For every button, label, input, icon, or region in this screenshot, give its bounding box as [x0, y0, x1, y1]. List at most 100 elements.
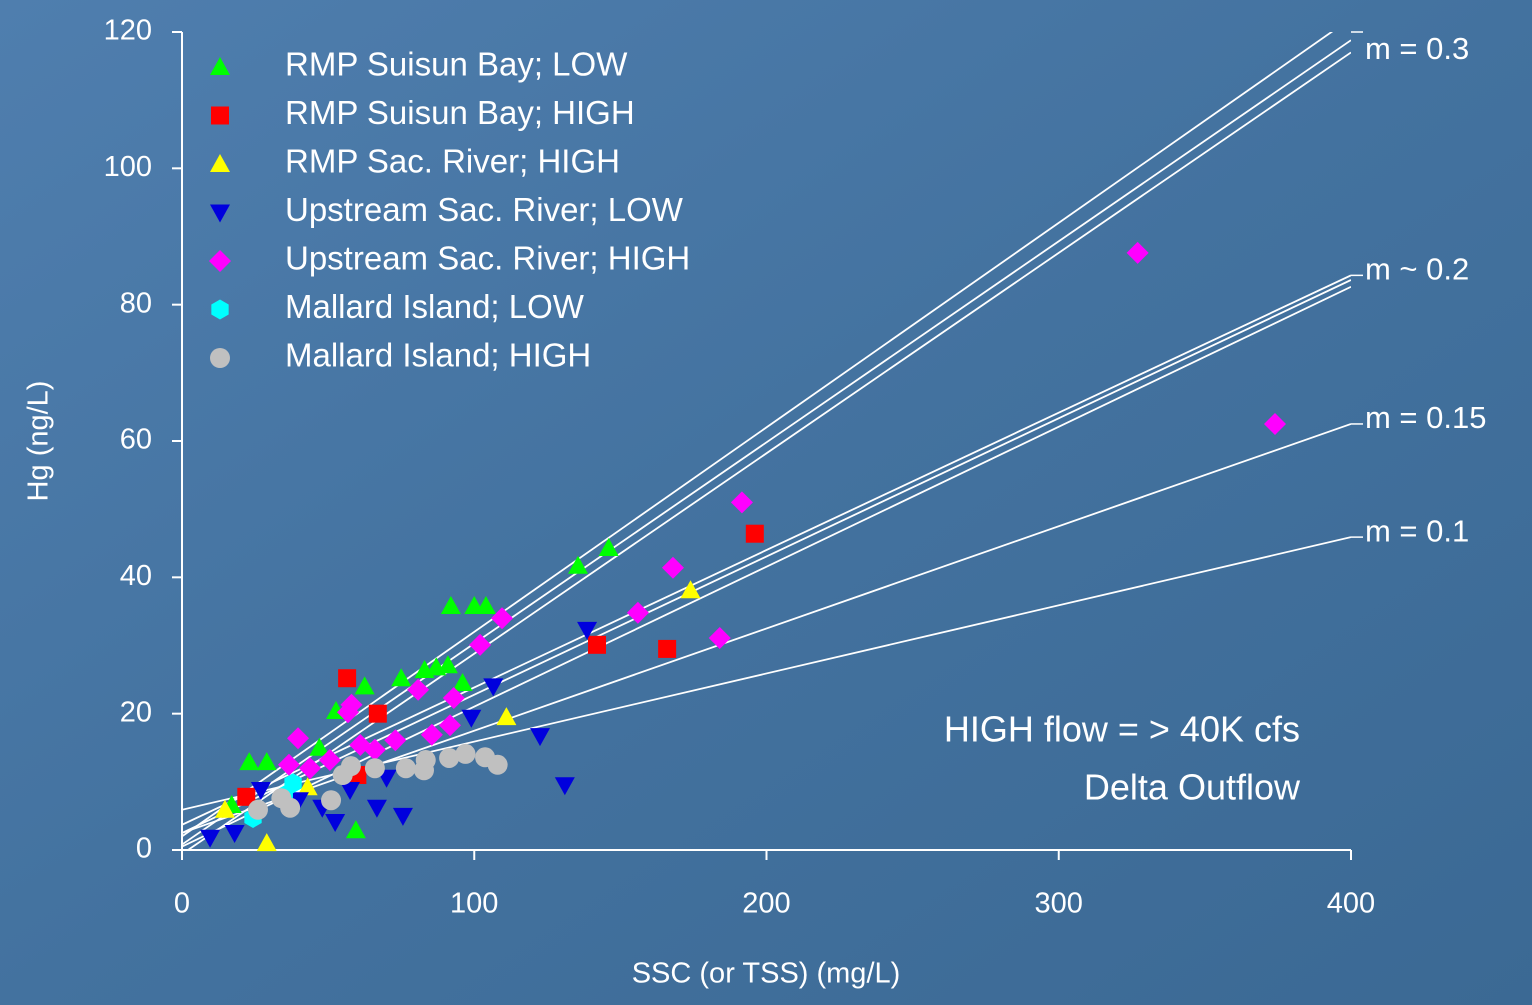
point [200, 829, 221, 848]
y-tick-label: 80 [120, 287, 152, 319]
point [587, 635, 606, 654]
point [297, 777, 318, 796]
x-tick-label: 300 [1035, 888, 1083, 920]
legend-label: RMP Suisun Bay; LOW [285, 46, 628, 83]
y-tick-label: 0 [136, 833, 152, 865]
point [440, 595, 461, 614]
legend-marker [210, 57, 230, 75]
point [239, 752, 260, 771]
point [658, 639, 677, 658]
point [420, 723, 443, 746]
x-tick-label: 100 [450, 888, 498, 920]
legend: RMP Suisun Bay; LOW RMP Suisun Bay; HIGH R… [209, 46, 690, 374]
point [554, 777, 575, 796]
point [483, 678, 504, 697]
point [366, 799, 387, 818]
point [680, 580, 701, 599]
point [567, 555, 588, 574]
point [496, 707, 517, 726]
point [345, 820, 366, 839]
y-tick-label: 120 [104, 15, 152, 47]
y-tick-label: 40 [120, 560, 152, 592]
point [214, 799, 235, 818]
point [332, 765, 353, 786]
point [349, 734, 372, 757]
point [325, 814, 346, 833]
point [237, 787, 256, 806]
point [1126, 241, 1149, 264]
point [256, 833, 277, 852]
y-tick-label: 60 [120, 424, 152, 456]
point [384, 729, 407, 752]
point [745, 524, 764, 543]
point [475, 747, 496, 768]
x-axis-title: SSC (or TSS) (mg/L) [632, 958, 901, 990]
point [439, 747, 460, 768]
legend-marker [210, 154, 230, 172]
legend-label: Mallard Island; LOW [285, 288, 585, 325]
point [256, 752, 277, 771]
legend-marker [209, 250, 231, 272]
point [530, 728, 551, 747]
y-tick-label: 100 [104, 151, 152, 183]
line-label: m = 0.1 [1365, 513, 1469, 548]
point [288, 792, 309, 811]
point [321, 790, 342, 811]
point [469, 633, 492, 656]
x-tick-label: 200 [742, 888, 790, 920]
point [461, 709, 482, 728]
point [247, 799, 268, 820]
point [364, 758, 385, 779]
point [415, 750, 436, 771]
point [395, 758, 416, 779]
point [1264, 412, 1287, 435]
y-tick-label: 20 [120, 696, 152, 728]
point [407, 678, 430, 701]
point [391, 668, 412, 687]
point [250, 782, 271, 801]
point [340, 782, 361, 801]
legend-marker [211, 106, 229, 125]
legend-label: Upstream Sac. River; LOW [285, 191, 684, 228]
point [598, 538, 619, 557]
point [708, 627, 731, 650]
point [224, 824, 245, 843]
point [287, 727, 310, 750]
legend-marker [210, 348, 230, 368]
point [491, 607, 514, 630]
point [299, 757, 322, 780]
point [730, 491, 753, 514]
legend-marker [211, 299, 229, 320]
legend-label: Upstream Sac. River; HIGH [285, 240, 690, 277]
point [452, 672, 473, 691]
point [438, 714, 461, 737]
line-label: m ~ 0.2 [1365, 252, 1469, 287]
annotation: Delta Outflow [1084, 767, 1301, 808]
point [309, 737, 330, 756]
legend-label: RMP Sac. River; HIGH [285, 143, 620, 180]
point [475, 595, 496, 614]
fit-line [182, 274, 1351, 826]
point [338, 669, 357, 688]
point [318, 749, 341, 772]
point [437, 655, 458, 674]
point [455, 743, 476, 764]
legend-label: RMP Suisun Bay; HIGH [285, 94, 635, 131]
point [277, 753, 300, 776]
point [626, 601, 649, 624]
point [661, 556, 684, 579]
y-axis-title: Hg (ng/L) [23, 381, 55, 502]
point [368, 704, 387, 723]
line-label: m = 0.3 [1365, 31, 1469, 66]
point [442, 686, 465, 709]
legend-label: Mallard Island; HIGH [285, 337, 591, 374]
fit-line [182, 32, 1334, 838]
point [354, 676, 375, 695]
legend-marker [210, 204, 230, 223]
point [577, 621, 598, 640]
point [392, 807, 413, 826]
point [340, 693, 363, 716]
point [271, 788, 292, 809]
